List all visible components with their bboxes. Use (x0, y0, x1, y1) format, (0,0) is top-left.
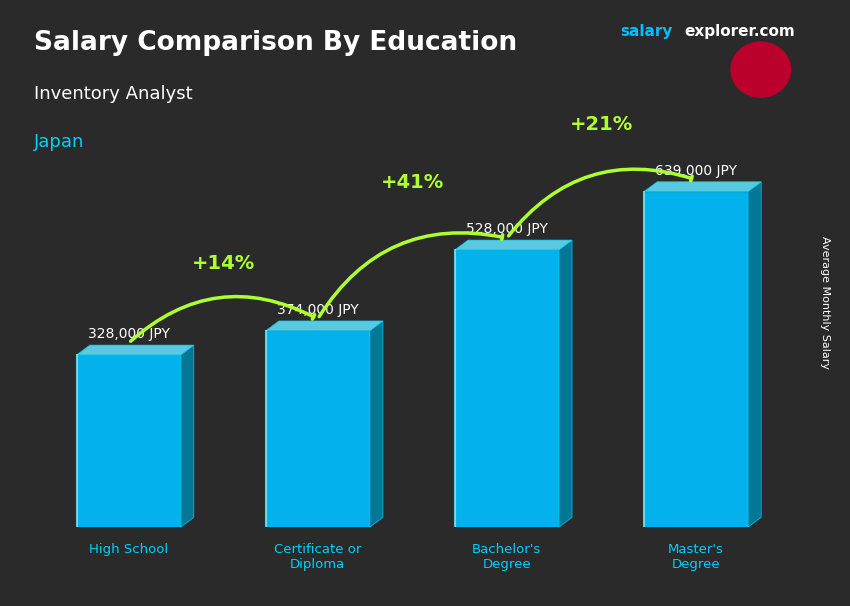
Text: Average Monthly Salary: Average Monthly Salary (819, 236, 830, 370)
Polygon shape (558, 240, 572, 527)
Polygon shape (455, 240, 572, 250)
Polygon shape (266, 321, 383, 331)
Text: +41%: +41% (381, 173, 444, 193)
Text: High School: High School (89, 543, 168, 556)
Text: 639,000 JPY: 639,000 JPY (655, 164, 737, 178)
Polygon shape (266, 331, 370, 527)
Text: Japan: Japan (34, 133, 84, 152)
Text: explorer.com: explorer.com (684, 24, 795, 39)
Polygon shape (76, 355, 180, 527)
Text: Inventory Analyst: Inventory Analyst (34, 85, 193, 103)
Text: 374,000 JPY: 374,000 JPY (277, 303, 359, 317)
Polygon shape (76, 345, 194, 355)
Polygon shape (644, 182, 762, 191)
Text: Bachelor's
Degree: Bachelor's Degree (473, 543, 541, 571)
Polygon shape (455, 250, 558, 527)
Polygon shape (644, 191, 748, 527)
Text: salary: salary (620, 24, 673, 39)
Polygon shape (748, 182, 762, 527)
Text: +14%: +14% (191, 255, 255, 273)
Text: Certificate or
Diploma: Certificate or Diploma (274, 543, 361, 571)
Polygon shape (180, 345, 194, 527)
Text: Salary Comparison By Education: Salary Comparison By Education (34, 30, 517, 56)
Text: +21%: +21% (570, 115, 633, 134)
Text: 328,000 JPY: 328,000 JPY (88, 327, 169, 341)
Circle shape (731, 42, 790, 98)
Text: 528,000 JPY: 528,000 JPY (466, 222, 547, 236)
Text: Master's
Degree: Master's Degree (668, 543, 724, 571)
Polygon shape (370, 321, 383, 527)
